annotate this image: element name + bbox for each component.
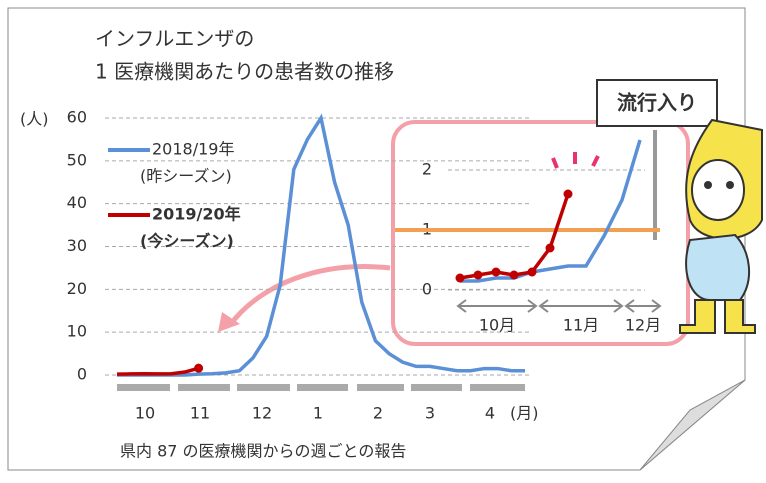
x-tick-label: 3 [425, 404, 435, 423]
point [546, 244, 555, 253]
y-tick-label: 40 [67, 193, 87, 212]
point [510, 271, 519, 280]
legend-note: (今シーズン) [140, 232, 234, 251]
sign-text: 流行入り [617, 91, 697, 115]
month-bar [117, 384, 170, 391]
y-tick-label: 50 [67, 150, 87, 169]
y-tick-label: 60 [67, 108, 87, 127]
footnote: 県内 87 の医療機関からの週ごとの報告 [120, 442, 406, 461]
legend-note: (昨シーズン) [140, 167, 232, 186]
inset-y-tick-label: 0 [422, 280, 432, 299]
y-tick-label: 20 [67, 279, 87, 298]
inset-x-tick-label: 11月 [563, 316, 599, 335]
month-bar [411, 384, 462, 391]
inset-y-tick-label: 2 [422, 160, 432, 179]
inset-frame [393, 122, 688, 344]
point [528, 268, 537, 277]
x-tick-label: 12 [252, 404, 272, 423]
point [564, 190, 573, 199]
x-unit: (月) [510, 404, 539, 423]
month-bar [297, 384, 348, 391]
x-tick-label: 10 [135, 404, 155, 423]
month-bar [470, 384, 525, 391]
x-tick-label: 1 [313, 404, 323, 423]
page: インフルエンザの 1 医療機関あたりの患者数の推移 (人) 県内 87 の医療機… [0, 0, 766, 483]
x-tick-label: 4 [485, 404, 495, 423]
inset-x-tick-label: 12月 [625, 316, 661, 335]
point [456, 274, 465, 283]
legend-label: 2019/20年 [152, 205, 241, 224]
month-bar [178, 384, 230, 391]
y-tick-label: 30 [67, 236, 87, 255]
point [194, 364, 203, 373]
chart-title: インフルエンザの [95, 27, 254, 51]
point [492, 268, 501, 277]
chart-subtitle: 1 医療機関あたりの患者数の推移 [95, 60, 394, 84]
x-tick-label: 2 [373, 404, 383, 423]
y-tick-label: 0 [77, 365, 87, 384]
y-axis-label: (人) [20, 110, 49, 129]
month-bar [357, 384, 404, 391]
inset-x-tick-label: 10月 [479, 316, 515, 335]
point [474, 271, 483, 280]
month-bar [237, 384, 290, 391]
legend-label: 2018/19年 [152, 140, 234, 159]
x-tick-label: 11 [190, 404, 210, 423]
y-tick-label: 10 [67, 322, 87, 341]
chart: インフルエンザの 1 医療機関あたりの患者数の推移 (人) 県内 87 の医療機… [0, 0, 766, 479]
